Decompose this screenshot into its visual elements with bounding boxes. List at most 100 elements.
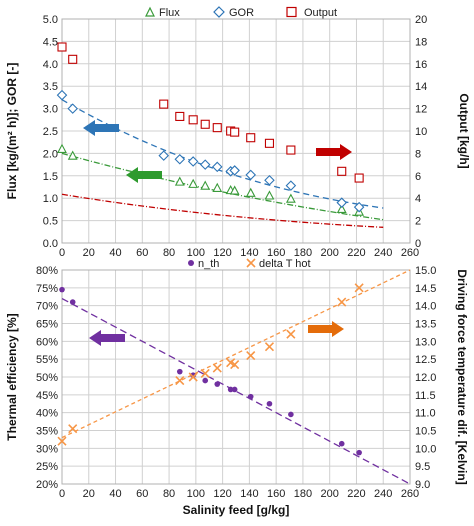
y-left-tick-label: 4.5: [43, 36, 58, 48]
y-right-tick-label: 10.5: [415, 426, 436, 438]
point-delta-t-hot: [354, 283, 364, 293]
x-tick-label: 60: [136, 488, 148, 500]
point-delta-t-hot: [200, 368, 210, 378]
y-left-tick-label: 5.0: [43, 14, 58, 26]
point-output: [286, 145, 296, 155]
point-output: [188, 115, 198, 125]
point-n-th: [69, 299, 76, 305]
point-gor: [336, 197, 348, 208]
y-left-tick-label: 80%: [36, 265, 58, 277]
y-right-tick-label: 9.5: [415, 461, 430, 473]
point-flux: [200, 180, 211, 190]
point-output: [246, 133, 256, 143]
legend-output-marker: [286, 6, 297, 18]
y-right-tick-label: 13.0: [415, 336, 436, 348]
point-n-th: [59, 286, 65, 293]
point-output: [264, 138, 275, 148]
legend-gor-marker: [213, 6, 225, 18]
legend-n-th-label: n_th: [198, 258, 219, 270]
legend-item-flux: Flux: [145, 6, 180, 19]
legend-gor-label: GOR: [229, 7, 254, 19]
legend-delta-t-marker: [246, 258, 256, 268]
y-left-tick-label: 35%: [36, 426, 58, 438]
x-tick-label: 60: [136, 247, 148, 259]
x-tick-label: 40: [109, 488, 121, 500]
y-left-tick-label: 45%: [36, 390, 58, 402]
point-delta-t-hot: [68, 424, 78, 434]
y-left-tick-label: 30%: [36, 443, 58, 455]
point-flux: [188, 178, 199, 188]
y-right-tick-label: 15.0: [415, 265, 436, 277]
legend-item-gor: GOR: [213, 6, 254, 19]
x-tick-label: 100: [187, 488, 205, 500]
point-n-th: [214, 381, 221, 387]
point-gor: [264, 175, 275, 186]
y-left-tick-label: 65%: [36, 319, 58, 331]
point-flux: [57, 143, 67, 153]
x-tick-label: 80: [163, 247, 175, 259]
x-tick-label: 240: [374, 247, 392, 259]
y-left-tick-label: 3.0: [43, 104, 58, 116]
point-output: [337, 166, 347, 176]
bottom-x-axis-label: Salinity feed [g/kg]: [183, 503, 290, 517]
bottom-left-axis-label: Thermal efficiency [%]: [5, 313, 19, 440]
y-right-tick-label: 14.5: [415, 283, 436, 295]
x-tick-label: 20: [83, 247, 95, 259]
legend-flux-marker: [145, 6, 155, 17]
top-plot-area: [61, 18, 411, 244]
y-left-tick-label: 20%: [36, 479, 58, 491]
point-flux: [336, 203, 347, 214]
point-gor: [158, 150, 170, 161]
legend-flux-label: Flux: [159, 7, 180, 19]
point-n-th: [202, 377, 209, 384]
y-left-tick-label: 1.0: [43, 193, 58, 205]
y-right-tick-label: 9.0: [415, 479, 430, 491]
y-right-tick-label: 12: [415, 104, 427, 116]
y-left-tick-label: 25%: [36, 461, 58, 473]
y-right-tick-label: 0: [415, 238, 421, 250]
y-right-tick-label: 18: [415, 36, 427, 48]
y-left-tick-label: 40%: [36, 408, 58, 420]
x-tick-label: 240: [374, 488, 392, 500]
point-output: [159, 99, 169, 109]
top-left-axis-label: Flux [kg/(m² h)]; GOR [-]: [5, 63, 19, 200]
point-n-th: [338, 440, 345, 447]
y-left-tick-label: 70%: [36, 301, 58, 313]
x-tick-label: 120: [213, 488, 231, 500]
legend-item-delta-t-hot: delta T hot: [246, 258, 311, 270]
x-tick-label: 220: [347, 247, 365, 259]
bottom-legend: n_th delta T hot: [188, 258, 311, 270]
point-delta-t-hot: [230, 359, 240, 370]
y-left-tick-label: 0.5: [43, 216, 58, 228]
y-right-tick-label: 13.5: [415, 319, 436, 331]
block-arrow-right: [308, 321, 344, 337]
point-gor: [67, 103, 78, 114]
x-tick-label: 220: [347, 488, 365, 500]
y-left-tick-label: 55%: [36, 354, 58, 366]
point-n-th: [266, 400, 273, 407]
point-gor: [199, 159, 211, 170]
x-tick-label: 180: [294, 247, 312, 259]
block-arrow-left: [126, 167, 162, 183]
y-left-tick-label: 0.0: [43, 238, 58, 250]
point-output: [175, 111, 185, 121]
point-gor: [174, 153, 186, 165]
point-delta-t-hot: [246, 351, 256, 361]
y-right-tick-label: 11.0: [415, 408, 436, 420]
x-tick-label: 40: [109, 247, 121, 259]
y-right-tick-label: 14: [415, 81, 427, 93]
point-flux: [264, 190, 275, 200]
point-n-th: [288, 411, 294, 418]
x-tick-label: 160: [267, 488, 285, 500]
top-tick-labels: 0.0 0.5 1.0 1.5 2.0 2.5 3.0 3.5 4.0 4.5 5.0 0 2 4 6 8 10…: [43, 14, 428, 259]
x-tick-label: 160: [267, 247, 285, 259]
trendline-gor: [61, 99, 384, 209]
y-right-tick-label: 6: [415, 171, 421, 183]
y-right-tick-label: 11.5: [415, 390, 436, 402]
y-right-tick-label: 14.0: [415, 301, 436, 313]
block-arrow-left: [89, 330, 125, 346]
block-arrow-right: [316, 144, 352, 160]
point-delta-t-hot: [175, 376, 185, 386]
x-tick-label: 260: [401, 488, 419, 500]
